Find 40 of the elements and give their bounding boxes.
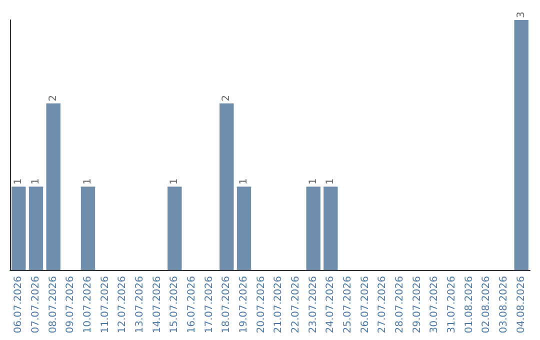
x-tick-label: 10.07.2026: [82, 276, 94, 334]
data-label: 1: [13, 178, 24, 185]
x-tick-label: 12.07.2026: [117, 276, 128, 334]
x-tick-label: 16.07.2026: [186, 276, 198, 334]
x-tick-label: 18.07.2026: [221, 276, 232, 334]
x-tick-label: 20.07.2026: [256, 276, 267, 334]
data-label: 1: [82, 178, 94, 185]
data-label: 2: [221, 94, 232, 102]
x-tick-label: 28.07.2026: [394, 276, 406, 334]
x-tick-label: 01.08.2026: [464, 276, 475, 334]
x-tick-label: 27.07.2026: [377, 276, 388, 334]
x-tick-label: 26.07.2026: [360, 276, 371, 334]
x-tick-label: 30.07.2026: [429, 276, 440, 334]
data-label: 3: [516, 12, 527, 18]
data-label: 1: [308, 178, 319, 185]
x-tick-label: 02.08.2026: [481, 276, 492, 334]
x-tick-label: 22.07.2026: [290, 276, 302, 334]
x-tick-label: 23.07.2026: [308, 276, 319, 334]
x-tick-label: 31.07.2026: [446, 276, 458, 334]
x-tick-label: 04.08.2026: [516, 276, 527, 334]
x-tick-label: 29.07.2026: [412, 276, 423, 334]
x-tick-label: 13.07.2026: [134, 276, 146, 334]
x-tick-label: 03.08.2026: [498, 276, 510, 334]
x-tick-label: 17.07.2026: [204, 276, 215, 334]
x-tick-label: 06.07.2026: [13, 276, 24, 334]
x-tick-label: 25.07.2026: [342, 276, 354, 334]
x-tick-label: 09.07.2026: [65, 276, 76, 334]
data-label: 1: [169, 178, 180, 185]
x-tick-label: 14.07.2026: [152, 276, 163, 334]
data-label: 1: [238, 178, 250, 185]
x-tick-label: 07.07.2026: [30, 276, 42, 334]
data-label: 1: [30, 178, 42, 185]
x-tick-label: 21.07.2026: [273, 276, 284, 334]
data-label: 1: [325, 178, 336, 185]
x-tick-label: 19.07.2026: [238, 276, 250, 334]
x-tick-label: 08.07.2026: [48, 276, 59, 334]
x-tick-label: 11.07.2026: [100, 276, 111, 334]
x-tick-label: 15.07.2026: [169, 276, 180, 334]
data-label: 2: [48, 94, 59, 102]
x-tick-label: 24.07.2026: [325, 276, 336, 334]
